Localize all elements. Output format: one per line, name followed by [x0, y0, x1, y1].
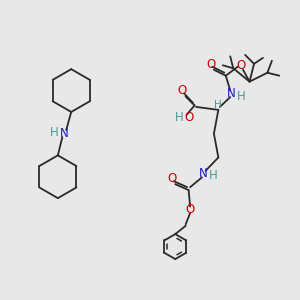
Text: O: O — [206, 58, 216, 71]
Text: O: O — [167, 172, 176, 185]
Text: N: N — [59, 127, 68, 140]
Text: H: H — [214, 100, 222, 110]
Text: H: H — [237, 90, 246, 103]
Text: O: O — [185, 203, 195, 216]
Text: H: H — [175, 111, 183, 124]
Text: H: H — [50, 126, 59, 139]
Text: H: H — [209, 169, 218, 182]
Text: O: O — [236, 59, 245, 72]
Text: O: O — [178, 84, 187, 97]
Text: N: N — [227, 87, 236, 100]
Text: N: N — [199, 167, 208, 180]
Text: O: O — [184, 111, 193, 124]
